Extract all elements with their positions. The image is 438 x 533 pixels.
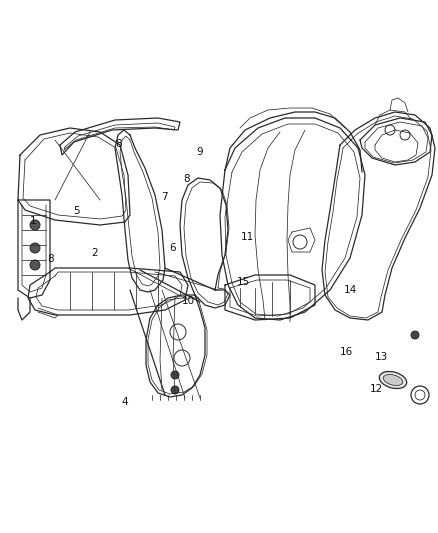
Text: 8: 8 (47, 254, 54, 263)
Text: 14: 14 (344, 286, 357, 295)
Text: 5: 5 (73, 206, 80, 215)
Text: 6: 6 (170, 243, 177, 253)
Text: 9: 9 (196, 147, 203, 157)
Text: 8: 8 (115, 139, 122, 149)
Text: 2: 2 (91, 248, 98, 258)
Text: 8: 8 (183, 174, 190, 183)
Circle shape (30, 243, 40, 253)
Circle shape (30, 220, 40, 230)
Ellipse shape (383, 375, 403, 385)
Text: 16: 16 (339, 347, 353, 357)
Text: 12: 12 (370, 384, 383, 394)
Text: 13: 13 (374, 352, 388, 362)
Text: 15: 15 (237, 278, 250, 287)
Circle shape (30, 260, 40, 270)
Text: 10: 10 (182, 296, 195, 306)
Text: 7: 7 (161, 192, 168, 202)
Ellipse shape (379, 372, 406, 389)
Circle shape (411, 331, 419, 339)
Text: 4: 4 (121, 398, 128, 407)
Text: 1: 1 (29, 216, 36, 226)
Circle shape (171, 386, 179, 394)
Text: 11: 11 (241, 232, 254, 242)
Circle shape (171, 371, 179, 379)
